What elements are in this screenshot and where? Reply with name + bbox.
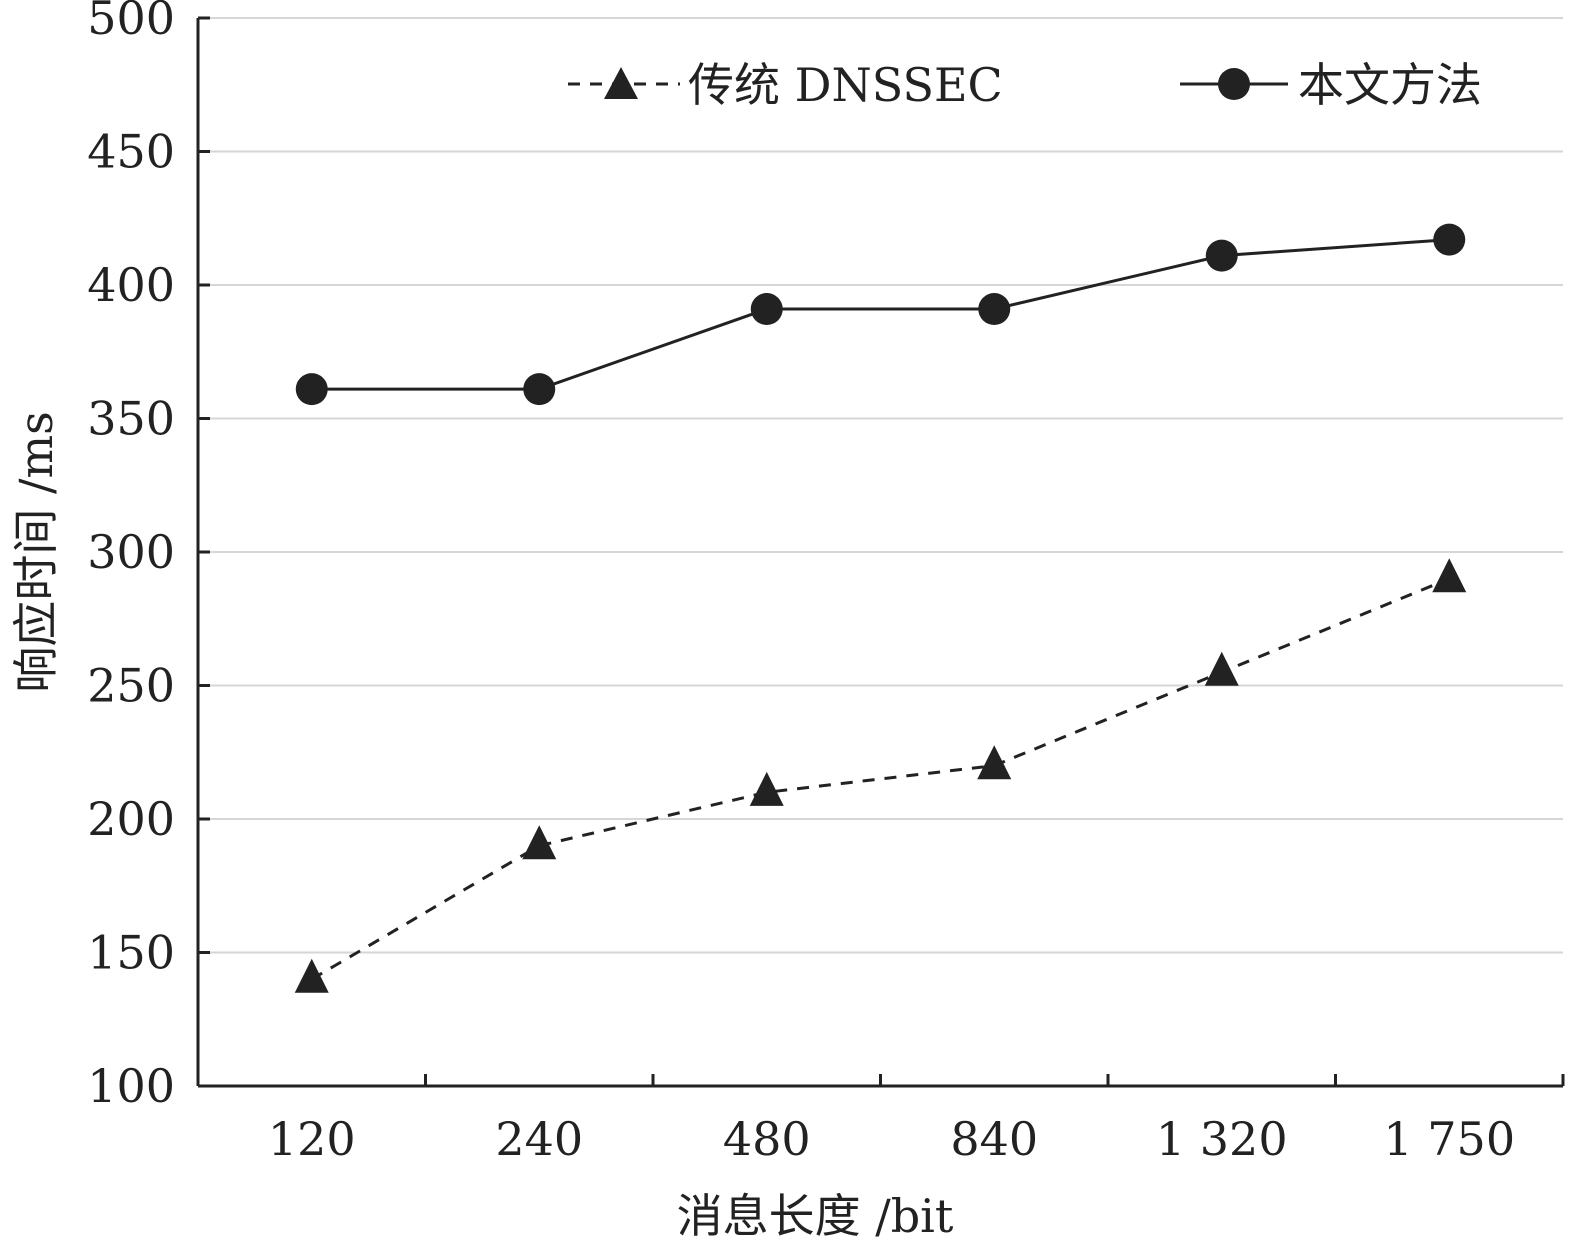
x-tick-label: 480 (723, 1112, 811, 1166)
y-tick-label: 350 (87, 392, 175, 446)
legend-label-series-1: 传统 DNSSEC (688, 58, 1003, 112)
y-tick-label: 150 (87, 926, 175, 980)
y-tick-label: 500 (87, 0, 175, 45)
y-tick-label: 200 (87, 792, 175, 846)
series-line-2 (311, 238, 1450, 391)
data-point-triangle (522, 825, 557, 860)
data-point-circle (978, 293, 1011, 326)
series-line-1 (310, 577, 1450, 981)
data-point-triangle (294, 958, 329, 993)
x-tick-label: 1 750 (1383, 1112, 1515, 1166)
x-tick-label: 840 (950, 1112, 1038, 1166)
data-point-triangle (977, 745, 1012, 780)
data-point-circle (1433, 223, 1466, 256)
data-point-circle (523, 373, 556, 406)
y-tick-label: 400 (87, 258, 175, 312)
data-point-triangle (1204, 651, 1239, 686)
y-axis-ticks: 100 150 200 250 300 350 400 450 500 (87, 0, 210, 1113)
y-tick-label: 300 (87, 525, 175, 579)
x-tick-label: 1 320 (1156, 1112, 1288, 1166)
y-tick-label: 100 (87, 1059, 175, 1113)
data-point-circle (295, 373, 328, 406)
legend-label-series-2: 本文方法 (1298, 58, 1482, 112)
x-axis-ticks: 120 240 480 840 1 320 1 750 (268, 1074, 1565, 1166)
data-point-circle (1205, 239, 1238, 272)
legend-marker-triangle (604, 67, 638, 99)
legend: 传统 DNSSEC 本文方法 (568, 58, 1482, 112)
data-point-circle (750, 293, 783, 326)
x-tick-label: 240 (495, 1112, 583, 1166)
data-point-triangle (749, 771, 784, 806)
grid-lines (198, 17, 1563, 954)
x-tick-label: 120 (268, 1112, 356, 1166)
y-tick-label: 250 (87, 659, 175, 713)
y-axis-title: 响应时间 /ms (9, 411, 63, 692)
series-layer (294, 223, 1467, 993)
data-point-triangle (1432, 558, 1467, 593)
y-tick-label: 450 (87, 125, 175, 179)
x-axis-title: 消息长度 /bit (677, 1189, 954, 1243)
legend-marker-circle (1218, 68, 1250, 100)
